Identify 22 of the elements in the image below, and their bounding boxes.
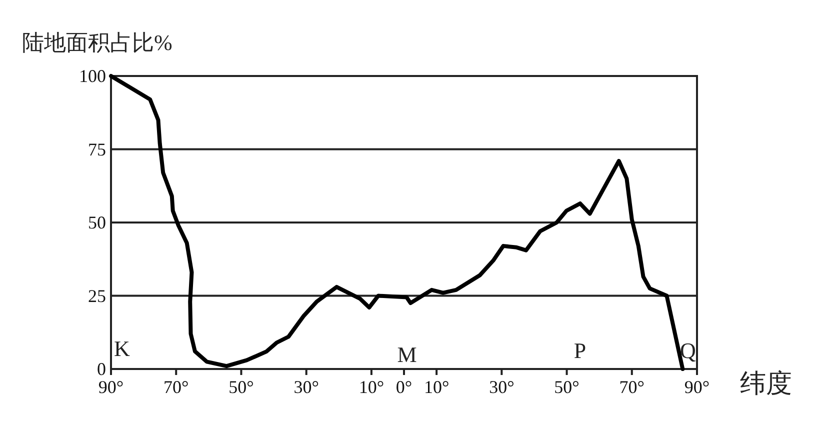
y-tick-label: 75 [88, 139, 106, 160]
annotation: K [114, 336, 130, 361]
x-tick-label: 50° [554, 377, 580, 397]
x-tick-label: 90° [98, 377, 124, 397]
x-tick-label: 30° [294, 377, 319, 397]
x-tick-label: 50° [228, 377, 254, 397]
x-tick-label: 10° [358, 377, 384, 397]
y-tick-label: 50 [88, 212, 106, 232]
annotation: P [574, 338, 586, 363]
x-tick-label: 30° [489, 377, 514, 397]
annotation: M [397, 342, 417, 367]
y-tick-label: 100 [79, 66, 106, 86]
x-tick-label: 70° [164, 377, 189, 397]
x-axis-title: 纬度 [740, 369, 792, 398]
y-tick-label: 25 [88, 286, 106, 306]
x-tick-label: 70° [619, 377, 644, 397]
y-tick-label: 0 [97, 359, 106, 379]
y-axis-title: 陆地面积占比% [22, 30, 172, 55]
x-tick-label: 10° [424, 377, 450, 397]
x-tick-label: 90° [684, 377, 710, 397]
x-tick-label: 0° [396, 377, 412, 397]
annotation: Q [680, 338, 696, 363]
